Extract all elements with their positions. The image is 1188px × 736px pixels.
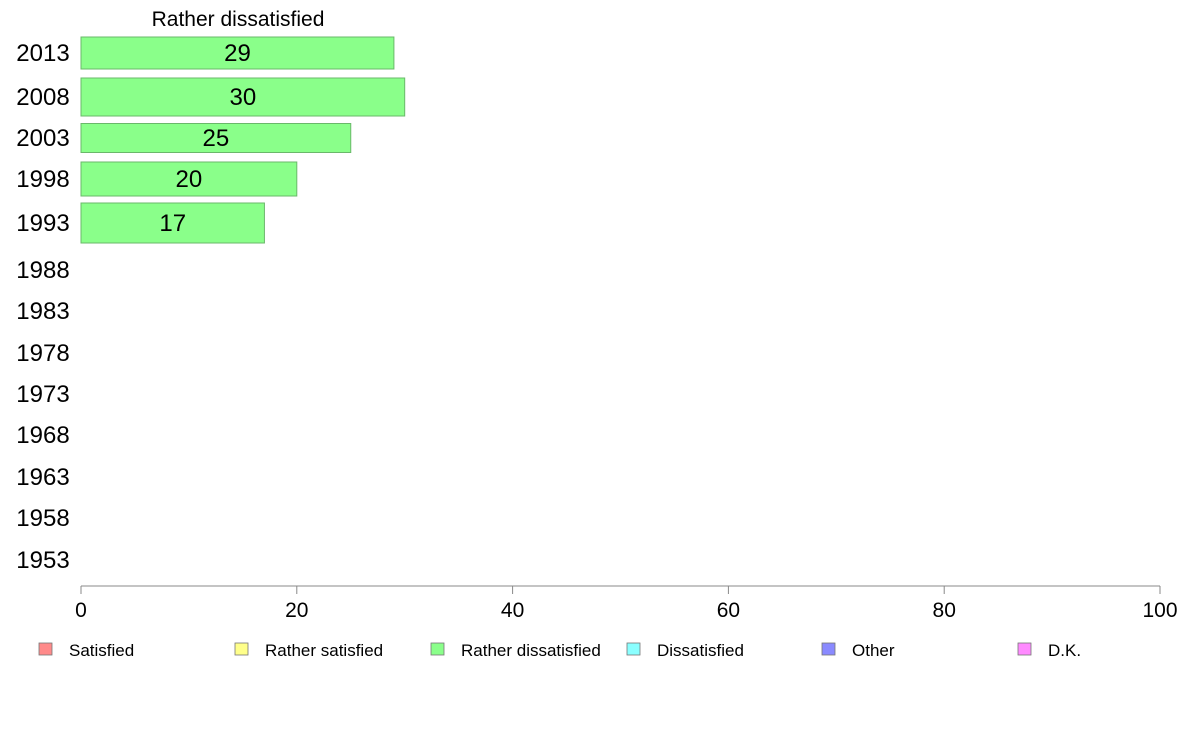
legend-swatch xyxy=(1017,642,1032,656)
year-label: 1978 xyxy=(16,340,69,367)
year-label: 1988 xyxy=(16,257,69,284)
x-tick-label: 0 xyxy=(75,599,87,622)
legend-swatch xyxy=(821,642,836,656)
bar xyxy=(80,123,352,153)
x-tick-label: 60 xyxy=(717,599,740,622)
year-label: 2003 xyxy=(16,125,69,152)
x-axis: 0 20 40 60 80 100 xyxy=(75,585,1178,622)
x-tick-label: 40 xyxy=(501,599,524,622)
bar xyxy=(80,202,265,244)
bar xyxy=(80,77,406,117)
legend: Satisfied Rather satisfied Rather dissatis… xyxy=(38,641,1081,660)
legend-label: Other xyxy=(852,641,895,660)
legend-swatch xyxy=(430,642,445,656)
year-label: 1958 xyxy=(16,505,69,532)
legend-label: Satisfied xyxy=(69,641,134,660)
bar-value-label: 30 xyxy=(229,84,256,111)
legend-label: Dissatisfied xyxy=(657,641,744,660)
x-tick-label: 100 xyxy=(1142,599,1177,622)
bar-value-label: 20 xyxy=(176,166,203,193)
year-label: 2008 xyxy=(16,84,69,111)
year-label: 1973 xyxy=(16,381,69,408)
x-tick-label: 80 xyxy=(933,599,956,622)
year-label: 1968 xyxy=(16,422,69,449)
year-label: 1953 xyxy=(16,547,69,574)
year-label: 1993 xyxy=(16,210,69,237)
legend-label: Rather satisfied xyxy=(265,641,383,660)
year-label: 1983 xyxy=(16,298,69,325)
bar xyxy=(80,36,395,70)
legend-swatch xyxy=(38,642,53,656)
bar xyxy=(80,161,298,197)
legend-swatch xyxy=(234,642,249,656)
year-label: 2013 xyxy=(16,40,69,67)
year-label: 1998 xyxy=(16,166,69,193)
bar-value-label: 17 xyxy=(159,210,186,237)
legend-label: D.K. xyxy=(1048,641,1081,660)
bar-value-label: 29 xyxy=(224,40,251,67)
year-label: 1963 xyxy=(16,464,69,491)
panel-title: Rather dissatisfied xyxy=(152,8,325,31)
legend-swatch xyxy=(626,642,641,656)
year-axis: 2013 2008 2003 1998 1993 1988 1983 1978 1973 1968… xyxy=(16,40,69,574)
bar-value-label: 25 xyxy=(203,125,230,152)
legend-label: Rather dissatisfied xyxy=(461,641,601,660)
x-tick-label: 20 xyxy=(285,599,308,622)
